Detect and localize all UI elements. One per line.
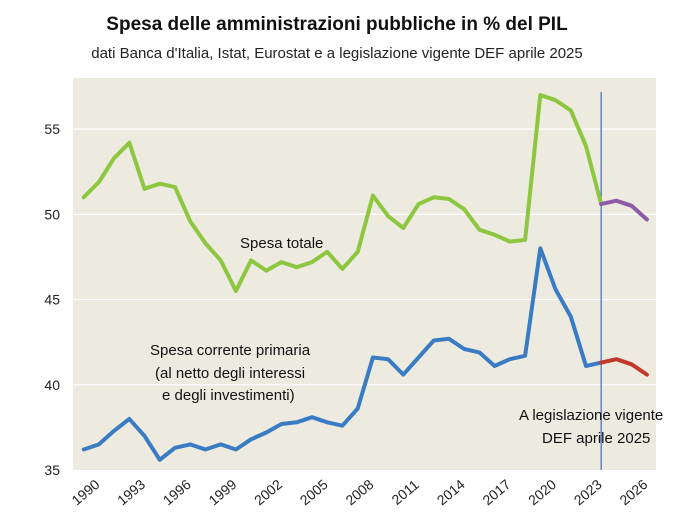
y-axis-ticks: 35 40 45 50 55 xyxy=(44,121,60,478)
y-tick-label: 55 xyxy=(44,121,60,137)
label-forecast-2: DEF aprile 2025 xyxy=(542,430,650,447)
label-spesa-corrente-3: e degli investimenti) xyxy=(162,387,295,404)
label-spesa-totale: Spesa totale xyxy=(240,235,323,252)
y-tick-label: 35 xyxy=(44,462,60,478)
chart-subtitle: dati Banca d'Italia, Istat, Eurostat e a… xyxy=(91,45,582,62)
label-forecast-1: A legislazione vigente xyxy=(519,407,663,424)
series-line-3 xyxy=(599,357,649,377)
plot-area xyxy=(73,78,656,470)
label-spesa-corrente-2: (al netto degli interessi xyxy=(155,365,305,382)
series-lines xyxy=(81,93,649,462)
y-tick-label: 50 xyxy=(44,206,60,222)
chart-title: Spesa delle amministrazioni pubbliche in… xyxy=(106,14,568,35)
series-line-1 xyxy=(599,198,649,222)
y-tick-label: 45 xyxy=(44,292,60,308)
y-tick-label: 40 xyxy=(44,377,60,393)
label-spesa-corrente-1: Spesa corrente primaria xyxy=(150,342,311,359)
series-line-2 xyxy=(81,246,604,462)
series-line-0 xyxy=(81,93,604,293)
